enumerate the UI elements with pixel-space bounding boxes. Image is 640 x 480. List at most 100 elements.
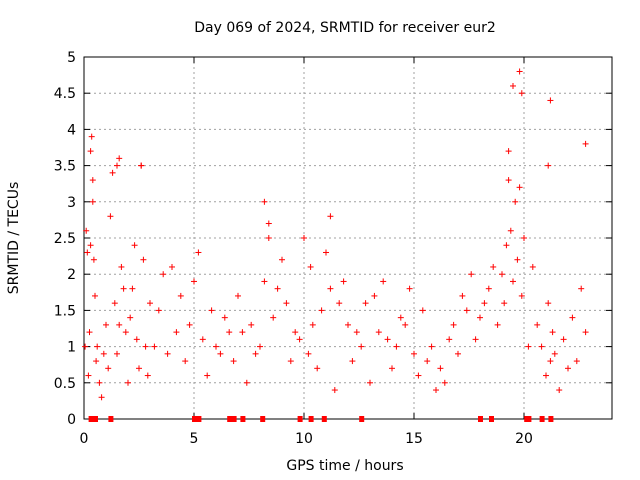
data-point bbox=[142, 343, 149, 350]
data-point bbox=[358, 343, 365, 350]
data-point bbox=[131, 242, 138, 249]
data-point bbox=[389, 365, 395, 372]
data-point bbox=[468, 271, 475, 278]
data-point bbox=[118, 263, 125, 270]
data-point bbox=[411, 350, 417, 357]
data-point bbox=[257, 343, 263, 350]
data-point bbox=[450, 321, 457, 328]
data-point bbox=[406, 285, 413, 292]
data-point bbox=[155, 307, 162, 314]
data-point bbox=[490, 263, 497, 270]
data-point bbox=[560, 336, 567, 343]
data-point bbox=[384, 336, 391, 343]
data-point bbox=[477, 314, 483, 321]
data-point bbox=[120, 285, 127, 292]
data-point bbox=[505, 177, 512, 184]
data-point bbox=[481, 300, 488, 307]
data-point bbox=[305, 350, 312, 357]
data-point bbox=[116, 321, 123, 328]
data-point bbox=[151, 343, 158, 350]
x-axis-label: GPS time / hours bbox=[286, 458, 403, 474]
data-point bbox=[534, 321, 541, 328]
chart-title: Day 069 of 2024, SRMTID for receiver eur… bbox=[194, 20, 496, 36]
zero-marker bbox=[489, 416, 494, 422]
x-tick-label: 0 bbox=[80, 431, 89, 447]
y-tick-label: 2.5 bbox=[54, 231, 76, 247]
data-point bbox=[380, 278, 387, 285]
data-point bbox=[455, 350, 461, 357]
data-point bbox=[512, 198, 519, 205]
data-point bbox=[441, 379, 448, 386]
data-point bbox=[90, 256, 97, 263]
data-point bbox=[82, 343, 89, 350]
data-point bbox=[252, 350, 259, 357]
data-point bbox=[127, 314, 134, 321]
data-point bbox=[248, 321, 255, 328]
zero-marker bbox=[196, 416, 202, 422]
data-point bbox=[459, 292, 466, 299]
data-point bbox=[93, 358, 100, 365]
data-point bbox=[243, 379, 250, 386]
data-point bbox=[191, 278, 197, 285]
data-point bbox=[353, 329, 360, 336]
y-tick-label: 1 bbox=[67, 340, 76, 356]
data-point bbox=[140, 256, 147, 263]
x-axis-ticks: 0 5 10 15 20 bbox=[80, 57, 533, 447]
data-point bbox=[463, 307, 470, 314]
data-point bbox=[307, 263, 314, 270]
data-point bbox=[122, 329, 129, 336]
zero-marker bbox=[321, 416, 327, 422]
data-point bbox=[129, 285, 136, 292]
zero-marker bbox=[308, 416, 314, 422]
data-point bbox=[415, 372, 422, 379]
y-tick-label: 1.5 bbox=[54, 303, 76, 319]
data-point bbox=[92, 292, 98, 299]
data-point bbox=[182, 358, 189, 365]
data-point bbox=[547, 358, 554, 365]
data-point bbox=[265, 235, 272, 241]
data-point bbox=[85, 372, 92, 379]
data-point bbox=[371, 292, 378, 299]
x-tick-label: 20 bbox=[515, 431, 533, 447]
data-point bbox=[230, 358, 237, 365]
data-point bbox=[545, 162, 552, 169]
data-point bbox=[375, 329, 382, 336]
data-point bbox=[582, 140, 589, 147]
y-tick-label: 5 bbox=[67, 50, 76, 66]
x-tick-label: 15 bbox=[405, 431, 423, 447]
data-point bbox=[89, 177, 96, 184]
data-point bbox=[204, 372, 211, 379]
data-point bbox=[393, 343, 400, 350]
y-tick-label: 0 bbox=[67, 412, 76, 428]
data-point bbox=[83, 227, 90, 234]
data-point bbox=[100, 350, 107, 357]
data-point bbox=[545, 300, 552, 307]
zero-marker bbox=[231, 416, 237, 422]
data-point bbox=[86, 329, 93, 336]
data-point bbox=[503, 242, 510, 249]
y-tick-label: 4.5 bbox=[54, 86, 76, 102]
data-point bbox=[494, 321, 501, 328]
data-point bbox=[287, 358, 294, 365]
y-tick-label: 3.5 bbox=[54, 159, 76, 175]
data-point bbox=[505, 148, 512, 155]
data-point bbox=[507, 227, 514, 234]
data-point bbox=[518, 90, 525, 97]
data-point bbox=[472, 336, 479, 343]
data-point bbox=[538, 343, 545, 350]
data-point bbox=[327, 213, 334, 220]
data-point bbox=[226, 329, 233, 336]
data-point bbox=[314, 365, 321, 372]
zero-marker bbox=[260, 416, 266, 422]
data-point bbox=[501, 300, 508, 307]
zero-marker bbox=[539, 416, 545, 422]
plot-frame bbox=[83, 56, 613, 420]
data-point bbox=[301, 235, 307, 241]
data-point bbox=[88, 133, 95, 140]
zero-marker bbox=[478, 416, 483, 422]
data-point bbox=[424, 358, 431, 365]
data-point bbox=[318, 307, 325, 314]
data-point bbox=[340, 278, 347, 285]
data-point bbox=[274, 285, 281, 292]
data-point bbox=[323, 249, 329, 256]
